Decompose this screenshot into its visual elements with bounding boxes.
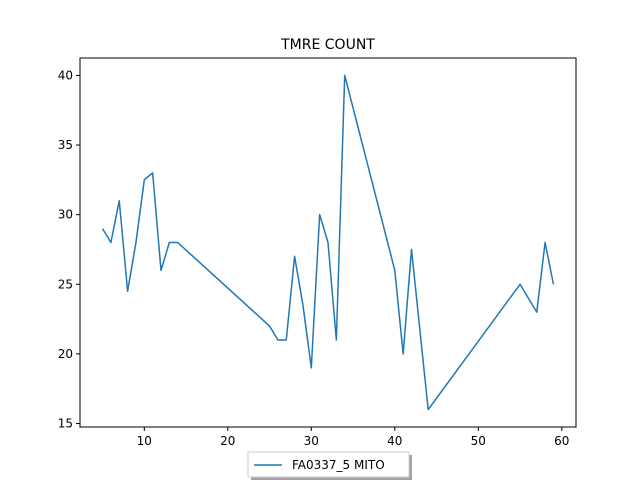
legend-label: FA0337_5 MITO (292, 458, 385, 472)
series-line (101, 74, 555, 411)
y-tick-label: 15 (58, 417, 73, 431)
series-layer (101, 74, 555, 411)
x-tick-label: 50 (471, 434, 486, 448)
y-tick-label: 35 (58, 138, 73, 152)
x-axis: 10 20 30 40 50 60 (137, 427, 569, 448)
y-tick-label: 20 (58, 347, 73, 361)
x-tick-label: 10 (137, 434, 152, 448)
y-tick-label: 30 (58, 208, 73, 222)
x-tick-label: 30 (304, 434, 319, 448)
y-axis: 15 20 25 30 35 40 (58, 68, 80, 431)
x-tick-label: 20 (220, 434, 235, 448)
y-tick-label: 40 (58, 68, 73, 82)
legend[interactable]: FA0337_5 MITO (247, 451, 412, 480)
chart-title: TMRE COUNT (280, 37, 375, 53)
x-tick-label: 40 (387, 434, 402, 448)
y-tick-label: 25 (58, 277, 73, 291)
x-tick-label: 60 (554, 434, 569, 448)
plot-area-frame (79, 57, 577, 428)
